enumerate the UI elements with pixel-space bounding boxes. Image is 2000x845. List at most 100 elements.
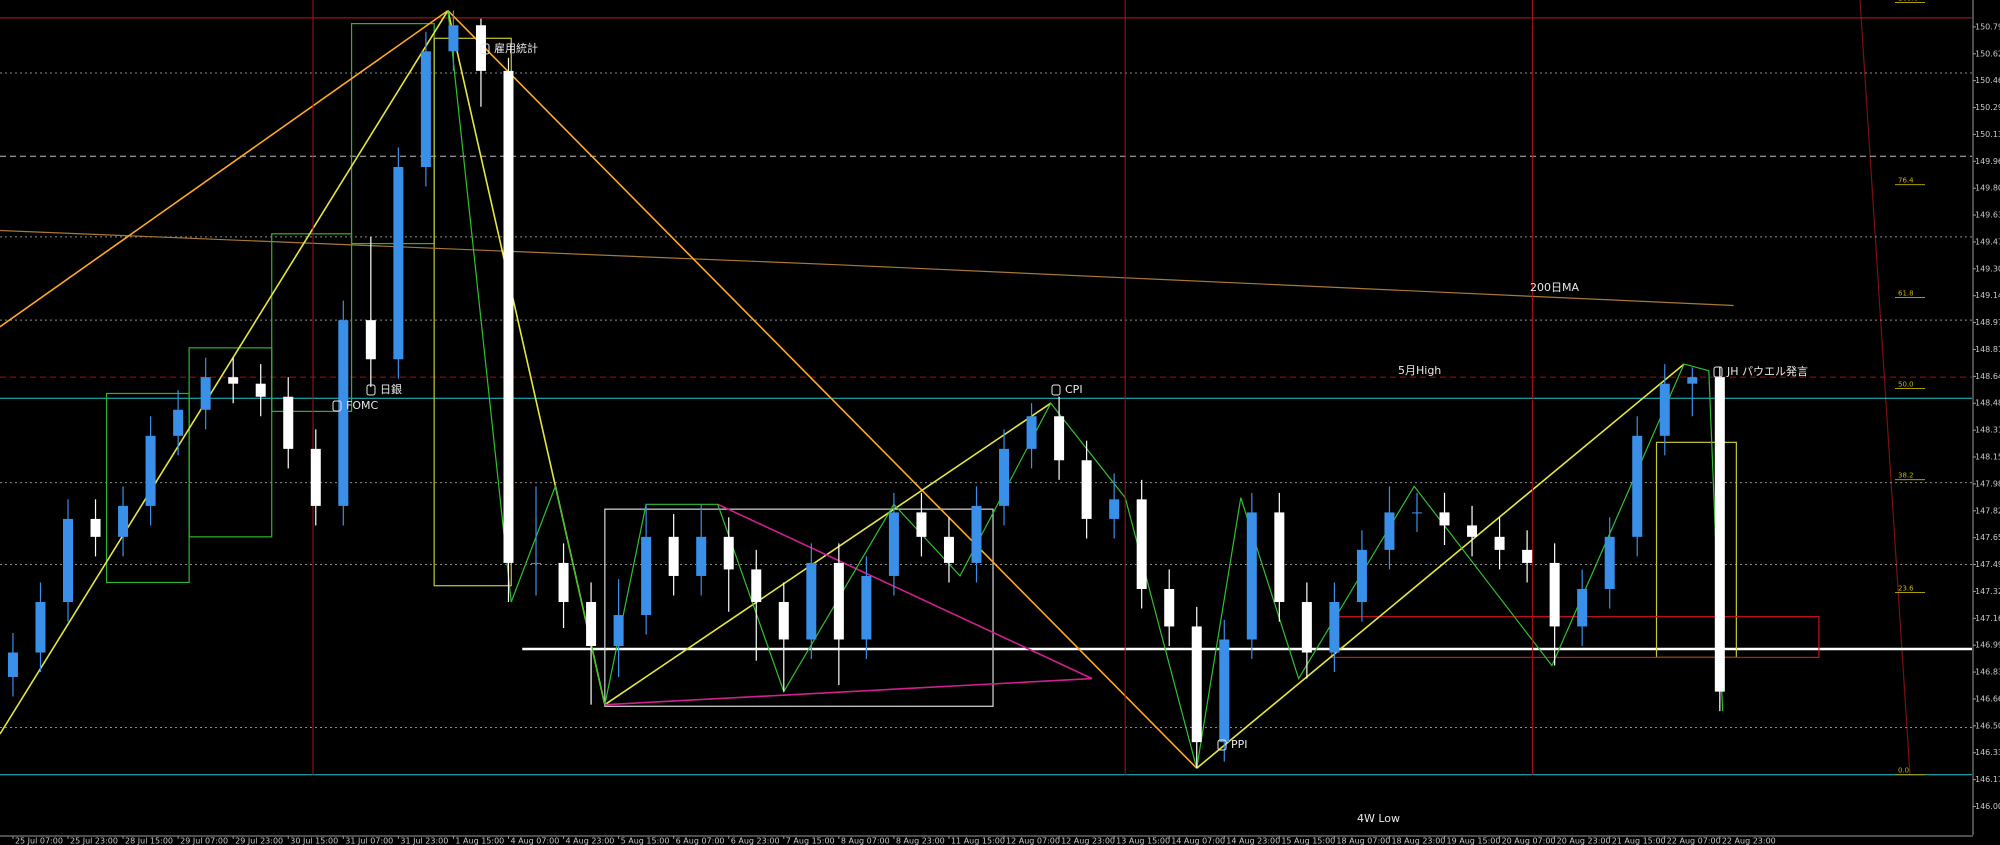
y-tick-label: 148.315 — [1975, 426, 2000, 435]
candle-body — [1136, 499, 1147, 589]
zone-box — [604, 508, 994, 707]
event-icon — [366, 384, 376, 396]
zone-box — [188, 347, 273, 538]
candle-body — [531, 562, 542, 564]
fib-label: 100.0 — [1898, 0, 1918, 2]
ma200-line — [0, 229, 1734, 307]
event-icon — [1051, 384, 1061, 396]
x-tick-label: 31 Jul 23:00 — [400, 837, 448, 845]
candle-body — [696, 536, 707, 576]
annotation: 5月High — [1398, 364, 1441, 377]
candle-body — [35, 602, 46, 653]
annotation: JH パウエル発言 — [1726, 364, 1808, 378]
x-tick-label: 22 Aug 07:00 — [1667, 837, 1721, 845]
candle-body — [228, 377, 239, 384]
x-tick-label: 12 Aug 07:00 — [1006, 837, 1060, 845]
y-tick-label: 146.500 — [1975, 721, 2000, 730]
candle-body — [255, 383, 266, 397]
annotation: 雇用統計 — [494, 41, 538, 55]
y-tick-label: 149.140 — [1975, 291, 2000, 300]
candle-body — [1439, 512, 1450, 526]
y-tick-label: 149.965 — [1975, 157, 2000, 166]
trend-line — [0, 10, 449, 735]
candle-body — [1659, 383, 1670, 436]
candle-body — [806, 562, 817, 640]
candle-body — [173, 409, 184, 436]
trend-line — [604, 677, 1093, 706]
candle-body — [668, 536, 679, 576]
annotation: CPI — [1065, 383, 1083, 396]
y-tick-label: 146.665 — [1975, 694, 2000, 703]
x-tick-label: 29 Jul 23:00 — [235, 837, 283, 845]
y-tick-label: 150.790 — [1975, 22, 2000, 31]
candle-body — [283, 396, 294, 449]
x-tick-label: 29 Jul 07:00 — [180, 837, 228, 845]
candle-body — [1329, 602, 1340, 653]
x-tick-label: 31 Jul 07:00 — [345, 837, 393, 845]
y-tick-label: 147.820 — [1975, 506, 2000, 515]
candle-body — [1604, 536, 1615, 589]
y-tick-label: 147.160 — [1975, 614, 2000, 623]
annotation: 4W Low — [1357, 812, 1400, 825]
candle-body — [751, 569, 762, 603]
candle-body — [861, 575, 872, 640]
y-tick-label: 150.130 — [1975, 130, 2000, 139]
event-icon — [480, 43, 490, 55]
candle-body — [7, 652, 18, 677]
candle-body — [338, 320, 349, 506]
candle-body — [641, 536, 652, 616]
candle-body — [1026, 416, 1037, 449]
y-tick-label: 149.305 — [1975, 264, 2000, 273]
candle-body — [503, 70, 514, 563]
candle-body — [90, 518, 101, 537]
ma200-label: 200日MA — [1530, 281, 1579, 294]
candle-body — [310, 448, 321, 506]
x-tick-label: 13 Aug 15:00 — [1116, 837, 1170, 845]
candle-body — [1467, 525, 1478, 537]
zigzag-line — [447, 10, 1724, 769]
trend-line — [0, 9, 449, 328]
candle-body — [943, 536, 954, 563]
trend-line — [717, 503, 1093, 680]
candle-body — [1081, 460, 1092, 519]
candle-body — [723, 536, 734, 570]
candle-body — [916, 512, 927, 537]
candle-body — [1109, 499, 1120, 519]
candle-body — [1384, 512, 1395, 550]
candle-body — [63, 518, 73, 603]
x-tick-label: 18 Aug 07:00 — [1336, 837, 1390, 845]
annotation: 日銀 — [380, 382, 402, 396]
candle-body — [971, 505, 982, 563]
candle-body — [1246, 512, 1257, 640]
trend-line — [1196, 363, 1685, 769]
candle-body — [200, 377, 211, 410]
candle-body — [1164, 588, 1175, 627]
x-tick-label: 22 Aug 23:00 — [1722, 837, 1776, 845]
x-tick-label: 4 Aug 07:00 — [510, 837, 559, 845]
x-tick-label: 30 Jul 15:00 — [290, 837, 338, 845]
candle-body — [1191, 626, 1202, 743]
y-tick-label: 148.645 — [1975, 372, 2000, 381]
candle-body — [393, 167, 404, 360]
y-tick-label: 149.635 — [1975, 211, 2000, 220]
y-tick-label: 146.005 — [1975, 802, 2000, 811]
y-tick-label: 146.995 — [1975, 641, 2000, 650]
candle-body — [558, 562, 569, 603]
y-tick-label: 149.800 — [1975, 184, 2000, 193]
y-tick-label: 148.975 — [1975, 318, 2000, 327]
x-tick-label: 28 Jul 15:00 — [125, 837, 173, 845]
candle-body — [888, 512, 899, 576]
zone-box — [1331, 616, 1820, 659]
x-tick-label: 20 Aug 07:00 — [1502, 837, 1556, 845]
candle-body — [448, 25, 459, 52]
x-tick-label: 11 Aug 15:00 — [951, 837, 1005, 845]
y-tick-label: 150.460 — [1975, 76, 2000, 85]
x-tick-label: 4 Aug 23:00 — [566, 837, 615, 845]
trend-line — [604, 402, 1052, 706]
candle-body — [145, 435, 156, 506]
candle-body — [118, 505, 129, 537]
y-tick-label: 148.480 — [1975, 399, 2000, 408]
candle-body — [1054, 416, 1065, 461]
x-tick-label: 8 Aug 07:00 — [841, 837, 890, 845]
